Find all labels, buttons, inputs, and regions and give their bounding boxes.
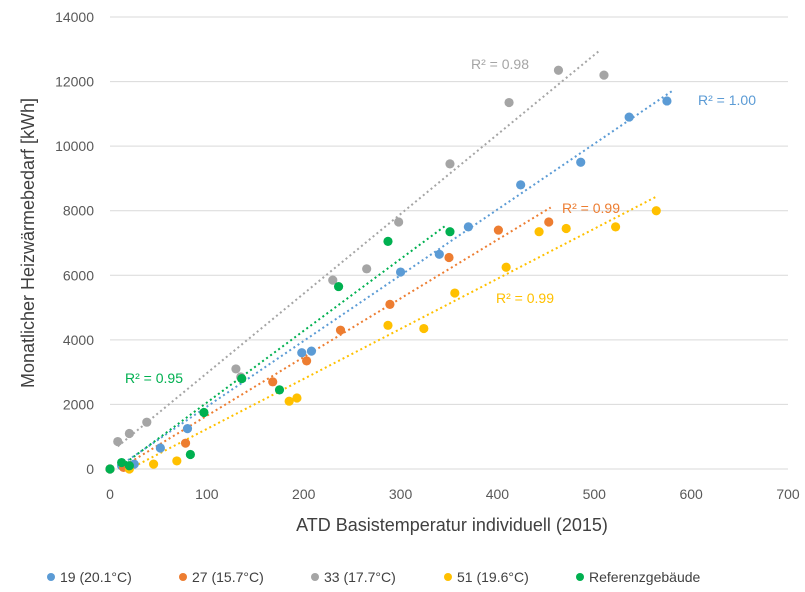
point-s2-9 (504, 97, 514, 108)
point-s4-2 (124, 461, 134, 471)
trendlines (117, 50, 673, 470)
point-s3-4 (292, 393, 302, 403)
point-s0-12 (624, 112, 634, 122)
point-s2-5 (328, 275, 338, 285)
point-s2-8 (445, 159, 455, 169)
data-points (105, 65, 672, 474)
point-s1-9 (544, 217, 554, 227)
legend-label-4: Referenzgebäude (589, 569, 701, 585)
r2-label-2: R² = 0.98 (471, 56, 529, 72)
point-s0-6 (306, 346, 317, 356)
trendline-4 (121, 224, 447, 467)
r2-label-3: R² = 0.99 (496, 290, 554, 306)
point-s3-8 (501, 262, 511, 272)
point-s0-9 (463, 222, 473, 232)
x-tick-400: 400 (486, 486, 510, 502)
r2-label-1: R² = 0.99 (562, 200, 620, 216)
point-s0-8 (434, 249, 444, 259)
x-axis-ticks: 0 100 200 300 400 500 600 700 (106, 486, 800, 502)
point-s3-12 (651, 206, 661, 216)
legend-marker-4 (576, 573, 584, 581)
legend: 19 (20.1°C) 27 (15.7°C) 33 (17.7°C) 51 (19.… (47, 569, 701, 585)
point-s1-5 (335, 325, 346, 335)
legend-marker-3 (444, 573, 452, 581)
legend-marker-2 (311, 573, 319, 581)
y-tick-14000: 14000 (55, 9, 94, 25)
legend-label-2: 33 (17.7°C) (324, 569, 396, 585)
x-tick-500: 500 (583, 486, 607, 502)
point-s3-11 (610, 222, 621, 232)
point-s2-11 (599, 70, 609, 80)
point-s0-7 (395, 267, 406, 277)
y-tick-10000: 10000 (55, 138, 94, 154)
point-s2-0 (113, 436, 123, 447)
point-s4-3 (185, 449, 195, 460)
point-s3-3 (284, 396, 294, 406)
point-s1-4 (302, 356, 312, 366)
point-s3-5 (383, 320, 393, 330)
point-s3-9 (534, 227, 544, 237)
y-axis-ticks: 0 2000 4000 6000 8000 10000 12000 14000 (55, 9, 94, 477)
r2-labels: R² = 1.00 R² = 0.99 R² = 0.98 R² = 0.99 R² =… (125, 56, 756, 386)
point-s1-7 (444, 252, 454, 263)
point-s1-3 (268, 377, 278, 387)
y-tick-4000: 4000 (63, 332, 94, 348)
point-s0-5 (297, 348, 307, 358)
x-tick-700: 700 (776, 486, 800, 502)
r2-label-0: R² = 1.00 (698, 92, 756, 108)
point-s4-5 (237, 374, 247, 384)
trendline-0 (119, 90, 673, 467)
point-s3-10 (561, 223, 571, 234)
point-s3-7 (450, 288, 460, 298)
trendline-3 (128, 195, 658, 470)
legend-marker-0 (47, 573, 55, 581)
point-s2-10 (553, 65, 564, 75)
x-tick-300: 300 (389, 486, 413, 502)
point-s0-10 (516, 180, 526, 190)
point-s2-7 (394, 217, 404, 227)
y-tick-0: 0 (86, 461, 94, 477)
x-tick-0: 0 (106, 486, 114, 502)
gridlines (110, 16, 788, 470)
x-tick-600: 600 (679, 486, 703, 502)
x-axis-title: ATD Basistemperatur individuell (2015) (296, 515, 608, 535)
point-s2-2 (142, 417, 152, 427)
point-s4-9 (445, 227, 455, 237)
y-tick-12000: 12000 (55, 74, 94, 90)
point-s4-4 (199, 407, 209, 418)
trendline-1 (121, 206, 552, 469)
point-s2-3 (231, 364, 241, 374)
point-s1-8 (493, 225, 503, 235)
y-axis-title: Monatlicher Heizwärmebedarf [kWh] (18, 98, 38, 388)
point-s0-4 (182, 424, 193, 434)
point-s0-3 (155, 443, 165, 453)
legend-label-0: 19 (20.1°C) (60, 569, 132, 585)
point-s2-6 (362, 264, 372, 274)
point-s1-2 (180, 438, 191, 448)
x-tick-100: 100 (195, 486, 219, 502)
point-s4-7 (333, 281, 344, 292)
r2-label-4: R² = 0.95 (125, 370, 183, 386)
trendline-2 (117, 50, 600, 448)
y-tick-2000: 2000 (63, 396, 94, 412)
legend-label-3: 51 (19.6°C) (457, 569, 529, 585)
point-s4-6 (274, 385, 285, 395)
legend-marker-1 (179, 573, 187, 581)
y-tick-6000: 6000 (63, 267, 94, 283)
point-s3-6 (419, 323, 429, 334)
x-tick-200: 200 (292, 486, 316, 502)
point-s0-11 (576, 157, 586, 167)
point-s3-2 (172, 456, 182, 466)
point-s4-0 (105, 464, 115, 474)
point-s2-1 (124, 428, 134, 439)
y-tick-8000: 8000 (63, 203, 94, 219)
legend-label-1: 27 (15.7°C) (192, 569, 264, 585)
point-s3-1 (148, 459, 159, 469)
point-s1-6 (385, 299, 395, 309)
point-s0-13 (662, 96, 672, 106)
point-s4-8 (383, 236, 393, 246)
point-s4-1 (117, 457, 127, 468)
